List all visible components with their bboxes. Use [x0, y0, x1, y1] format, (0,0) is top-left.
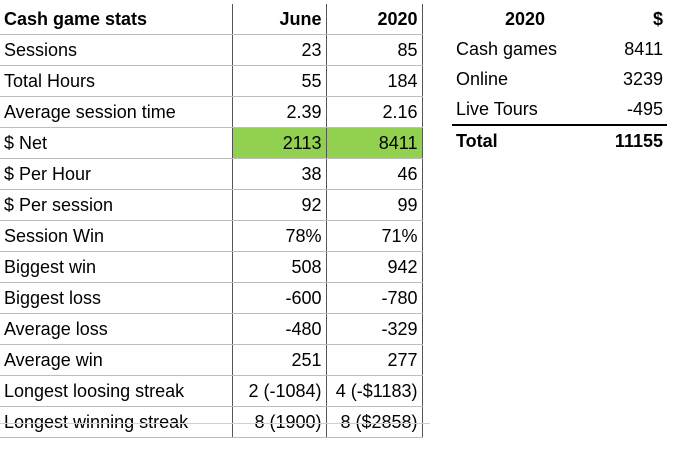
row-label-cell[interactable]: Longest winning streak [0, 406, 232, 438]
june-value-cell[interactable]: 23 [231, 34, 326, 66]
row-label-cell[interactable]: Total Hours [0, 65, 232, 97]
june-value-cell[interactable]: 2 (-1084) [231, 375, 326, 407]
row-label-cell[interactable]: Average session time [0, 96, 232, 128]
june-value-cell[interactable]: 508 [231, 251, 326, 283]
table-row: Average win 251 277 [0, 344, 423, 376]
summary-label-cell[interactable]: Online [456, 69, 509, 89]
summary-label-cell[interactable]: Live Tours [456, 99, 538, 119]
summary-label-cell[interactable]: Cash games [456, 39, 558, 59]
year-value-cell[interactable]: 99 [325, 189, 423, 221]
summary-header-row: 2020 $ [452, 4, 667, 34]
summary-total-value[interactable]: 11155 [572, 124, 667, 156]
row-label-cell[interactable]: Session Win [0, 220, 232, 252]
june-value-cell[interactable]: 92 [231, 189, 326, 221]
year-value-cell[interactable]: -780 [325, 282, 423, 314]
header-cell-2020[interactable]: 2020 [325, 4, 423, 35]
year-value-cell[interactable]: 85 [325, 34, 423, 66]
row-label-cell[interactable]: Sessions [0, 34, 232, 66]
june-value-cell[interactable]: 78% [231, 220, 326, 252]
table-row: Longest loosing streak 2 (-1084) 4 (-$11… [0, 375, 423, 407]
table-row: Average loss -480 -329 [0, 313, 423, 345]
table-row: Average session time 2.39 2.16 [0, 96, 423, 128]
summary-header-year[interactable]: 2020 [504, 9, 546, 29]
row-label-cell[interactable]: Longest loosing streak [0, 375, 232, 407]
year-value-cell[interactable]: -329 [325, 313, 423, 345]
june-value-cell[interactable]: 38 [231, 158, 326, 190]
yearly-summary-table: 2020 $ Cash games 8411 Online 3239 Live … [452, 4, 667, 156]
june-value-cell[interactable]: -600 [231, 282, 326, 314]
table-row: $ Per Hour 38 46 [0, 158, 423, 190]
table-row: Longest winning streak 8 (1900) 8 ($2858… [0, 406, 423, 438]
summary-row: Online 3239 [452, 64, 667, 94]
summary-value-cell[interactable]: -495 [626, 99, 663, 119]
table-header-row: Cash game stats June 2020 [0, 4, 423, 35]
header-cell-june[interactable]: June [231, 4, 326, 35]
june-value-cell[interactable]: 55 [231, 65, 326, 97]
table-row: Sessions 23 85 [0, 34, 423, 66]
june-value-cell-highlighted[interactable]: 2113 [231, 127, 326, 159]
row-label-cell[interactable]: $ Per session [0, 189, 232, 221]
year-value-cell[interactable]: 46 [325, 158, 423, 190]
summary-row: Live Tours -495 [452, 94, 667, 125]
table-row: $ Per session 92 99 [0, 189, 423, 221]
june-value-cell[interactable]: 2.39 [231, 96, 326, 128]
year-value-cell[interactable]: 2.16 [325, 96, 423, 128]
june-value-cell[interactable]: -480 [231, 313, 326, 345]
june-value-cell[interactable]: 251 [231, 344, 326, 376]
row-label-cell[interactable]: Biggest loss [0, 282, 232, 314]
year-value-cell[interactable]: 184 [325, 65, 423, 97]
table-row: Session Win 78% 71% [0, 220, 423, 252]
june-value-cell[interactable]: 8 (1900) [231, 406, 326, 438]
year-value-cell[interactable]: 8 ($2858) [325, 406, 423, 438]
year-value-cell-highlighted[interactable]: 8411 [325, 127, 423, 159]
sheet-gridline [0, 423, 430, 424]
cash-game-stats-table: Cash game stats June 2020 Sessions 23 85… [0, 4, 423, 438]
table-row: Biggest win 508 942 [0, 251, 423, 283]
summary-value-cell[interactable]: 3239 [622, 69, 663, 89]
summary-total-row: Total 11155 [452, 124, 667, 156]
row-label-cell[interactable]: Average loss [0, 313, 232, 345]
table-row: Total Hours 55 184 [0, 65, 423, 97]
summary-total-label[interactable]: Total [452, 124, 572, 156]
year-value-cell[interactable]: 942 [325, 251, 423, 283]
year-value-cell[interactable]: 277 [325, 344, 423, 376]
year-value-cell[interactable]: 4 (-$1183) [325, 375, 423, 407]
row-label-cell[interactable]: $ Per Hour [0, 158, 232, 190]
table-row: Biggest loss -600 -780 [0, 282, 423, 314]
row-label-cell[interactable]: Biggest win [0, 251, 232, 283]
summary-row: Cash games 8411 [452, 34, 667, 64]
row-label-cell[interactable]: $ Net [0, 127, 232, 159]
year-value-cell[interactable]: 71% [325, 220, 423, 252]
header-cell-label[interactable]: Cash game stats [0, 4, 232, 35]
summary-header-currency[interactable]: $ [652, 9, 663, 29]
row-label-cell[interactable]: Average win [0, 344, 232, 376]
table-row-net: $ Net 2113 8411 [0, 127, 423, 159]
summary-value-cell[interactable]: 8411 [624, 39, 663, 59]
